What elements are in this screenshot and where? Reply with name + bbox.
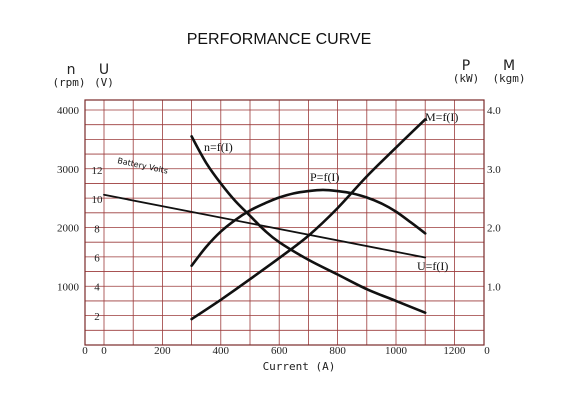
n-curve xyxy=(190,135,427,314)
u-tick-label: 6 xyxy=(94,253,100,265)
n-tick-label: 3000 xyxy=(57,164,80,176)
u-tick-label: 10 xyxy=(92,194,104,206)
m-axis-symbol: M xyxy=(503,58,515,74)
n-curve-label: n=f(I) xyxy=(204,140,233,154)
p-axis-unit: (kW) xyxy=(453,72,480,85)
u-axis-symbol: U xyxy=(99,62,109,78)
m-curve xyxy=(190,118,427,321)
n-axis-unit: (rpm) xyxy=(52,76,85,89)
right-tick-label: 4.0 xyxy=(487,105,501,117)
n-tick-label: 4000 xyxy=(57,105,80,117)
x-tick-label: 200 xyxy=(154,345,171,357)
x-tick-label: 0 xyxy=(484,345,490,357)
u-curve xyxy=(103,193,427,259)
right-tick-label: 1.0 xyxy=(487,281,501,293)
x-tick-label: 1200 xyxy=(443,345,466,357)
x-tick-label: 1000 xyxy=(385,345,408,357)
p-curve xyxy=(190,188,427,267)
grid xyxy=(85,100,484,345)
n-tick-label: 1000 xyxy=(57,281,80,293)
x-tick-label: 0 xyxy=(101,345,107,357)
x-axis-label: Current (A) xyxy=(263,360,336,373)
curves xyxy=(103,118,427,321)
m-axis-unit: (kgm) xyxy=(492,72,525,85)
x-tick-label: 0 xyxy=(82,345,88,357)
battery-volts-annotation: Battery Volts xyxy=(117,156,169,175)
x-tick-label: 400 xyxy=(213,345,230,357)
x-tick-label: 800 xyxy=(329,345,346,357)
n-axis-symbol: n xyxy=(67,62,76,78)
u-tick-label: 12 xyxy=(92,165,103,177)
u-curve-label: U=f(I) xyxy=(417,259,448,273)
p-curve-label: P=f(I) xyxy=(310,170,339,184)
plot-frame xyxy=(84,99,485,346)
u-tick-label: 4 xyxy=(94,282,100,294)
m-curve-label: M=f(I) xyxy=(425,110,458,124)
x-tick-label: 600 xyxy=(271,345,288,357)
right-tick-label: 3.0 xyxy=(487,164,501,176)
u-tick-label: 2 xyxy=(94,311,100,323)
tick-labels: 0 0 200 400 600 800 1000 1200 0 1000 2000 3000 4000 2… xyxy=(57,105,501,357)
chart-title: PERFORMANCE CURVE xyxy=(187,31,372,48)
n-tick-label: 2000 xyxy=(57,223,80,235)
p-axis-symbol: P xyxy=(462,58,470,74)
right-tick-label: 2.0 xyxy=(487,223,501,235)
u-tick-label: 8 xyxy=(94,223,100,235)
u-axis-unit: (V) xyxy=(94,76,114,89)
